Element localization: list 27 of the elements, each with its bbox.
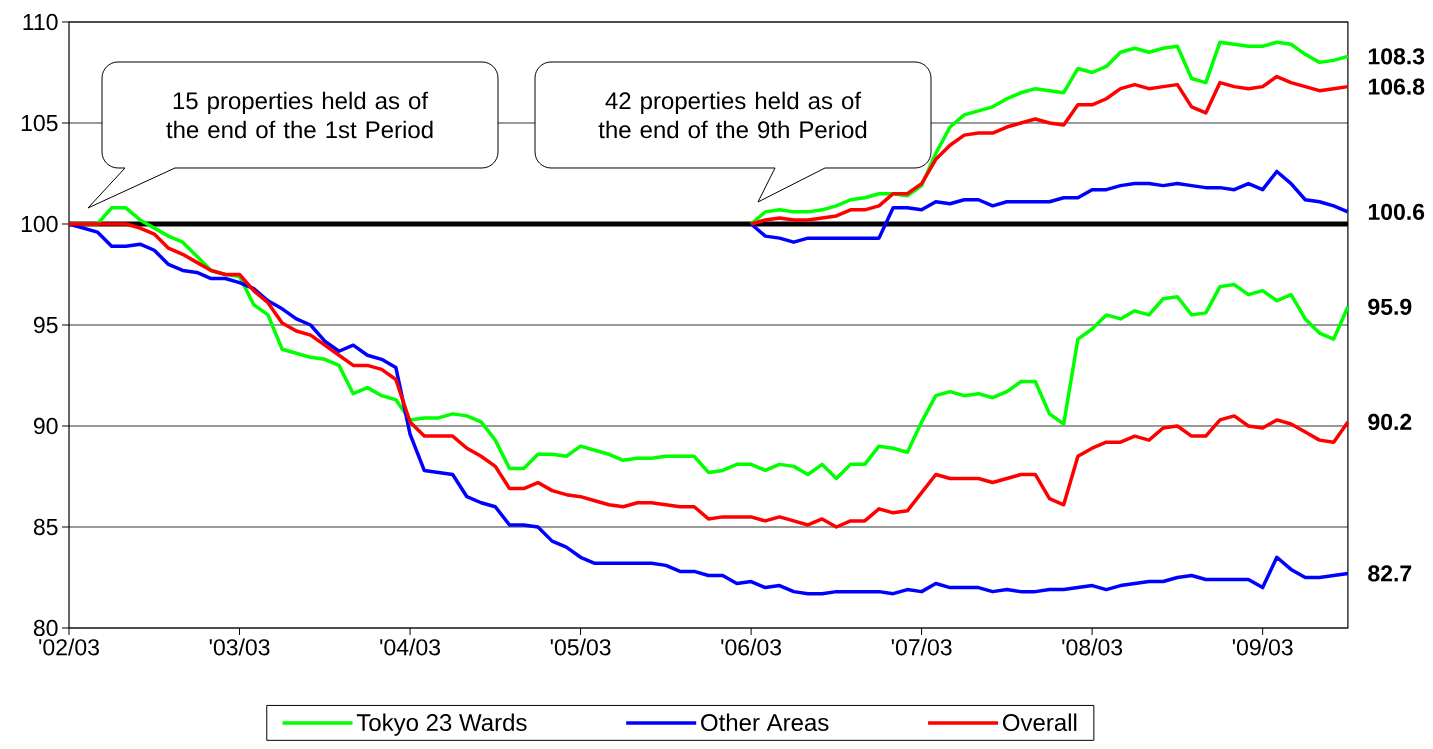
line-series bbox=[749, 40, 1350, 226]
x-tick-label: '03/03 bbox=[209, 638, 270, 656]
annotation: 100.6 bbox=[1368, 203, 1425, 221]
legend-label: Overall bbox=[1002, 713, 1077, 732]
annotation: 82.7 bbox=[1368, 565, 1412, 582]
y-tick-label: 90 bbox=[33, 417, 58, 435]
annotation: 15 properties held as of the end of the 1st Period bbox=[166, 91, 433, 139]
annotation: 42 properties held as of the end of the 9th Period bbox=[598, 91, 867, 139]
y-tick-label: 95 bbox=[33, 316, 58, 334]
y-tick-label: 105 bbox=[21, 114, 58, 132]
x-tick-label: '04/03 bbox=[380, 638, 440, 656]
annotation: 95.9 bbox=[1368, 298, 1412, 315]
legend-label: Tokyo 23 Wards bbox=[356, 713, 527, 736]
y-tick-label: 100 bbox=[21, 215, 58, 233]
x-tick-label: '05/03 bbox=[550, 638, 611, 656]
annotation: 108.3 bbox=[1368, 48, 1425, 65]
x-tick-label: '08/03 bbox=[1062, 638, 1123, 656]
x-tick-label: '06/03 bbox=[721, 638, 782, 656]
x-tick-label: '09/03 bbox=[1232, 638, 1293, 656]
x-tick-label: '07/03 bbox=[891, 638, 952, 656]
x-tick-label: '02/03 bbox=[39, 638, 99, 656]
y-tick-label: 85 bbox=[33, 518, 58, 536]
y-tick-label: 80 bbox=[33, 619, 58, 637]
y-tick-label: 110 bbox=[23, 13, 58, 31]
annotation: 90.2 bbox=[1368, 413, 1412, 431]
legend-label: Other Areas bbox=[701, 713, 829, 732]
annotation: 106.8 bbox=[1368, 78, 1425, 95]
